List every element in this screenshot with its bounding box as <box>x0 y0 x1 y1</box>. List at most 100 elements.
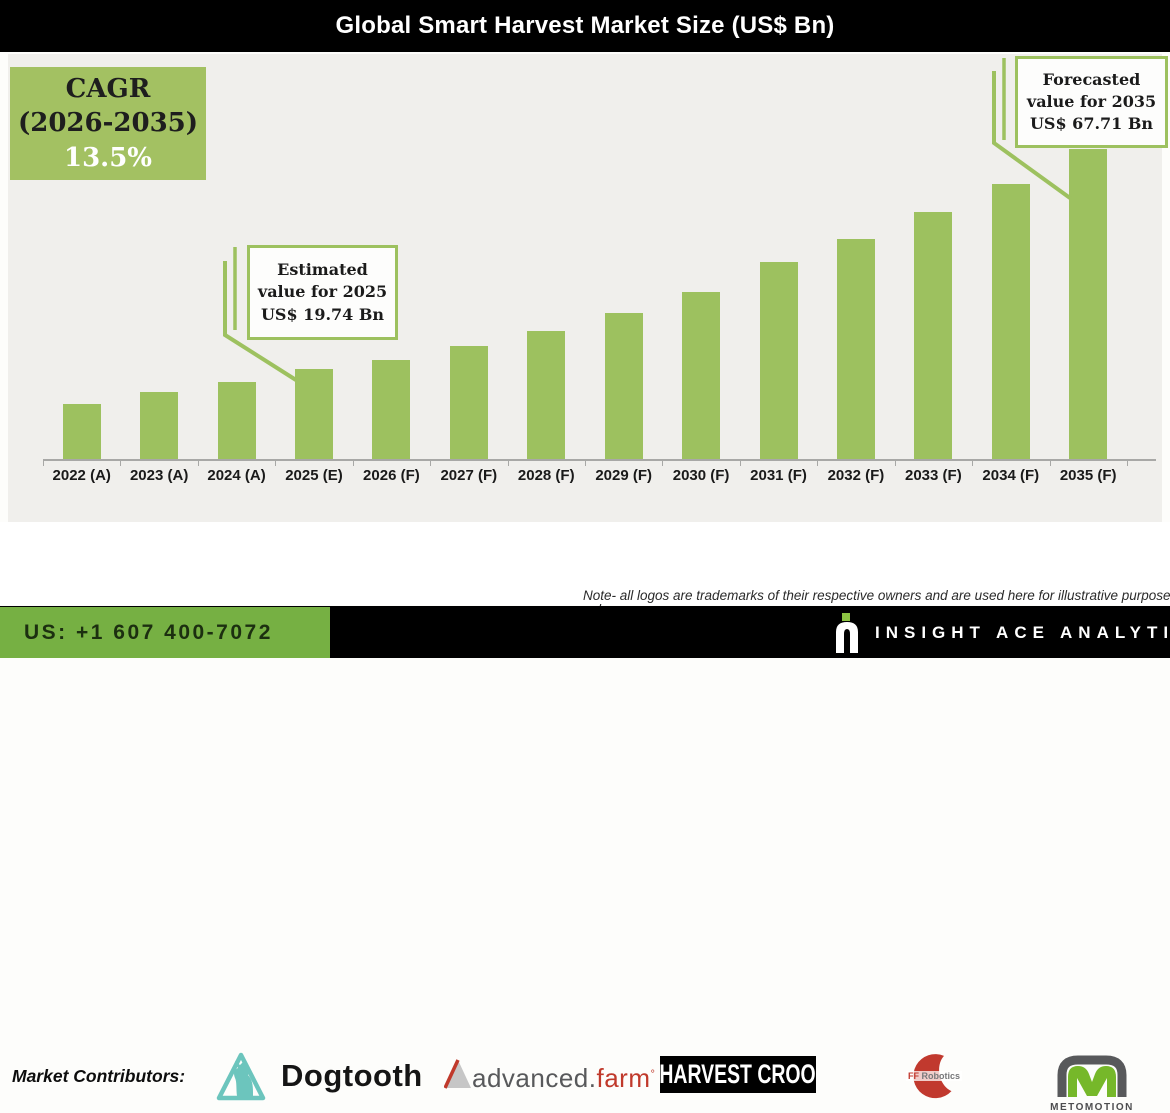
metomotion-logo: METOMOTION <box>1046 1053 1138 1113</box>
axis-tick <box>508 459 509 466</box>
bar-slot <box>817 54 894 459</box>
market-contributors-label: Market Contributors: <box>12 1066 186 1086</box>
harvest-croo-logo: HARVEST CROO <box>660 1056 816 1093</box>
advanced-farm-text-gray: advanced. <box>472 1063 597 1093</box>
bar-slot <box>585 54 662 459</box>
bar-2023 (A) <box>140 392 179 459</box>
dogtooth-logo-text: Dogtooth <box>281 1058 423 1093</box>
estimated-line-1: Estimated <box>277 260 368 280</box>
advanced-farm-trademark: ° <box>650 1068 656 1081</box>
x-axis-label: 2035 (F) <box>1059 467 1117 484</box>
x-axis-labels: 2022 (A) 2023 (A) 2024 (A) 2025 (E) 2026 (F)… <box>43 467 1127 484</box>
forecasted-line-1: Forecasted <box>1042 69 1141 89</box>
forecasted-line-2: value for 2035 <box>1026 91 1157 111</box>
x-axis-label: 2027 (F) <box>440 467 498 484</box>
trademark-note: Note- all logos are trademarks of their … <box>583 588 1170 603</box>
x-axis-label: 2028 (F) <box>517 467 575 484</box>
estimated-value-callout: Estimated value for 2025 US$ 19.74 Bn <box>247 245 398 340</box>
axis-tick <box>817 459 818 466</box>
x-axis-label: 2029 (F) <box>595 467 653 484</box>
axis-tick <box>972 459 973 466</box>
advanced-farm-triangle-icon <box>444 1059 471 1089</box>
title-bar: Global Smart Harvest Market Size (US$ Bn… <box>0 0 1170 52</box>
bar-slot <box>895 54 972 459</box>
x-axis-label: 2026 (F) <box>363 467 420 484</box>
x-axis-label: 2031 (F) <box>750 467 807 484</box>
footer-bar: US: +1 607 400-7072 INSIGHT ACE ANALYTIC <box>0 606 1170 658</box>
forecasted-value-callout: Forecasted value for 2035 US$ 67.71 Bn <box>1015 56 1168 148</box>
phone-box: US: +1 607 400-7072 <box>0 607 330 658</box>
bar-slot <box>120 54 197 459</box>
x-axis-label: 2030 (F) <box>672 467 730 484</box>
ff-robotics-text-robotics: Robotics <box>921 1071 961 1081</box>
bar-2030 (F) <box>682 292 721 459</box>
bar-slot <box>508 54 585 459</box>
harvest-croo-logo-text: HARVEST CROO <box>660 1059 816 1089</box>
bar-slot <box>43 54 120 459</box>
ff-robotics-logo: FF Robotics <box>888 1052 988 1100</box>
x-axis-ticks <box>43 459 1128 467</box>
estimated-line-2: value for 2025 <box>257 282 388 302</box>
x-axis-label: 2022 (A) <box>52 467 111 484</box>
ff-robotics-text-ff: FF <box>908 1071 919 1081</box>
ff-robotics-logo-text: FF Robotics <box>906 1071 963 1081</box>
axis-tick <box>275 459 276 466</box>
estimated-line-3: US$ 19.74 Bn <box>260 304 385 324</box>
cagr-value: 13.5% <box>63 142 153 173</box>
x-axis-label: 2025 (E) <box>285 467 343 484</box>
phone-number: US: +1 607 400-7072 <box>24 620 273 644</box>
bar-2024 (A) <box>217 382 256 459</box>
bar-2032 (F) <box>836 239 875 459</box>
x-axis-label: 2023 (A) <box>129 467 189 484</box>
axis-tick <box>43 459 44 466</box>
axis-tick <box>662 459 663 466</box>
x-axis-label: 2024 (A) <box>207 467 266 484</box>
forecasted-line-3: US$ 67.71 Bn <box>1029 114 1154 134</box>
bar-slot <box>275 54 352 459</box>
page-title: Global Smart Harvest Market Size (US$ Bn… <box>335 12 835 39</box>
bar-slot <box>430 54 507 459</box>
x-axis-line <box>43 459 1156 461</box>
axis-tick <box>740 459 741 466</box>
axis-tick <box>1050 459 1051 466</box>
bar-slot <box>198 54 275 459</box>
bar-2026 (F) <box>372 360 411 459</box>
axis-tick <box>430 459 431 466</box>
brand-name: INSIGHT ACE ANALYTIC <box>875 623 1170 642</box>
bar-slot <box>740 54 817 459</box>
metomotion-logo-text: METOMOTION <box>1050 1102 1134 1113</box>
axis-tick <box>895 459 896 466</box>
bar-2027 (F) <box>449 346 488 459</box>
axis-tick <box>1127 459 1128 466</box>
advanced-farm-logo-text: advanced.farm° <box>472 1063 655 1094</box>
bar-2025 (E) <box>294 369 333 459</box>
bar-slot <box>662 54 739 459</box>
axis-tick <box>198 459 199 466</box>
bar-slot <box>1049 54 1126 459</box>
axis-tick <box>585 459 586 466</box>
bars-area <box>43 54 1127 459</box>
bar-2035 (F) <box>1069 149 1108 459</box>
insight-ace-logo-icon <box>836 613 858 653</box>
x-axis-label: 2033 (F) <box>905 467 962 484</box>
axis-tick <box>353 459 354 466</box>
brand-lockup: INSIGHT ACE ANALYTIC <box>833 613 1170 653</box>
advanced-farm-text-red: farm <box>596 1063 651 1093</box>
dogtooth-triangle-dog-icon <box>216 1052 266 1101</box>
x-axis-label: 2032 (F) <box>827 467 885 484</box>
x-axis-label: 2034 (F) <box>982 467 1040 484</box>
bar-2034 (F) <box>991 184 1030 459</box>
bar-slot <box>972 54 1049 459</box>
cagr-box: CAGR (2026-2035) 13.5% <box>10 67 206 180</box>
bar-2029 (F) <box>604 313 643 459</box>
metomotion-m-icon <box>1057 1055 1127 1097</box>
cagr-period: (2026-2035) <box>17 108 199 139</box>
bar-2031 (F) <box>759 262 798 459</box>
cagr-label: CAGR <box>65 74 151 105</box>
bar-2028 (F) <box>527 331 566 459</box>
bar-2022 (A) <box>62 404 101 459</box>
axis-tick <box>120 459 121 466</box>
bar-slot <box>353 54 430 459</box>
bar-2033 (F) <box>914 212 953 459</box>
chart-panel: 2022 (A) 2023 (A) 2024 (A) 2025 (E) 2026 (F)… <box>8 54 1168 522</box>
